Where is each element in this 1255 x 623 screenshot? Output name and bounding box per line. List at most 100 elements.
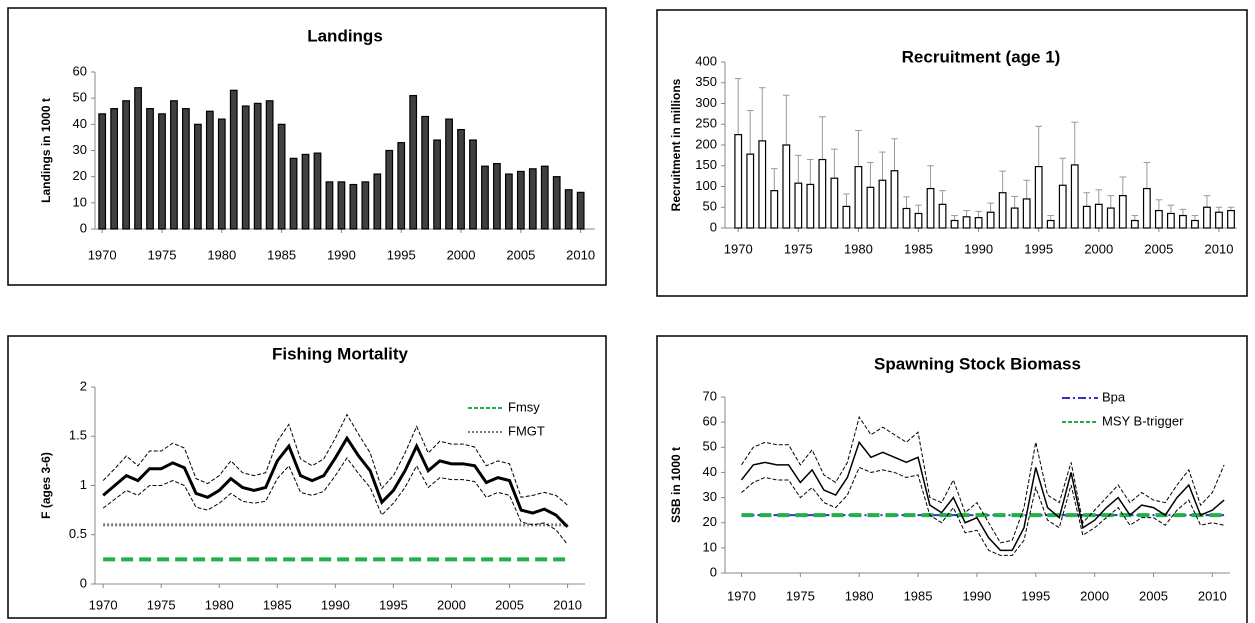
series-line	[740, 440, 1225, 552]
y-tick-label: 0.5	[69, 526, 87, 541]
bar	[770, 190, 779, 229]
x-tick-label: 1975	[147, 597, 176, 612]
x-tick-label: 2000	[1084, 241, 1113, 256]
bar	[938, 203, 947, 229]
bar	[493, 162, 501, 230]
y-tick-label: 50	[703, 439, 717, 454]
bar	[806, 183, 815, 229]
y-axis-label: Landings in 1000 t	[39, 98, 53, 203]
bar	[734, 134, 743, 229]
x-tick-label: 1970	[724, 241, 753, 256]
bar	[818, 158, 827, 229]
bar	[277, 123, 286, 230]
bar	[854, 165, 863, 229]
bar	[349, 183, 358, 230]
y-tick-label: 20	[703, 514, 717, 529]
chart-title: Recruitment (age 1)	[902, 47, 1061, 66]
bar	[481, 165, 489, 230]
x-tick-label: 1985	[904, 588, 933, 603]
y-tick-label: 400	[695, 53, 717, 68]
bar	[397, 142, 406, 230]
bar	[193, 123, 202, 230]
bar	[361, 181, 370, 230]
y-tick-label: 250	[695, 116, 717, 131]
bar	[914, 212, 923, 229]
x-tick-label: 1975	[786, 588, 815, 603]
y-tick-label: 30	[73, 142, 87, 157]
y-tick-label: 0	[80, 220, 87, 235]
y-tick-label: 1.5	[69, 428, 87, 443]
chart-title: Landings	[307, 26, 383, 45]
bar	[182, 108, 190, 230]
y-tick-label: 70	[703, 388, 717, 403]
bar	[1191, 219, 1199, 229]
x-tick-label: 1985	[263, 597, 292, 612]
bar	[842, 205, 851, 229]
bar	[445, 118, 453, 230]
bar	[926, 187, 935, 229]
bar	[337, 181, 346, 230]
bar	[528, 168, 537, 230]
bar	[1179, 214, 1187, 229]
x-tick-label: 2005	[495, 597, 524, 612]
x-tick-label: 1985	[904, 241, 933, 256]
bar	[325, 181, 334, 230]
panel-frame	[656, 335, 1248, 623]
y-axis-label: SSB in 1000 t	[669, 447, 683, 523]
y-tick-label: 300	[695, 95, 717, 110]
bar	[794, 182, 803, 229]
series-line	[741, 466, 1225, 556]
bar	[1058, 184, 1067, 229]
bar	[409, 94, 418, 230]
panel-frame	[7, 7, 607, 286]
bar	[217, 118, 226, 230]
x-tick-label: 1995	[1024, 241, 1053, 256]
bar	[146, 108, 154, 230]
bar	[890, 170, 899, 229]
y-tick-label: 60	[703, 414, 717, 429]
legend-label: Bpa	[1102, 389, 1126, 404]
x-tick-label: 1990	[321, 597, 350, 612]
y-tick-label: 1	[80, 477, 87, 492]
bar	[229, 89, 238, 230]
bar	[1106, 207, 1115, 229]
bar	[265, 100, 274, 230]
bar	[313, 152, 322, 230]
bar	[902, 207, 911, 229]
bar	[421, 115, 430, 230]
bar	[457, 128, 465, 230]
bar	[746, 153, 755, 229]
x-tick-label: 2010	[1198, 588, 1227, 603]
y-tick-label: 60	[73, 63, 87, 78]
bar	[986, 211, 995, 229]
bar	[110, 108, 119, 230]
x-tick-label: 1970	[727, 588, 756, 603]
bar	[134, 87, 142, 230]
x-tick-label: 2005	[1144, 241, 1173, 256]
y-tick-label: 0	[710, 564, 717, 579]
x-tick-label: 1995	[387, 247, 416, 262]
bar	[1022, 198, 1031, 229]
bar	[1203, 206, 1211, 229]
bar	[1046, 219, 1055, 229]
bar	[540, 165, 549, 230]
bar	[1094, 203, 1103, 229]
x-tick-label: 2010	[1205, 241, 1234, 256]
bar	[758, 140, 767, 229]
bar	[552, 176, 561, 230]
bar	[98, 113, 107, 230]
bar	[782, 144, 791, 229]
x-tick-label: 1995	[1021, 588, 1050, 603]
x-tick-label: 2010	[553, 597, 582, 612]
y-tick-label: 50	[703, 199, 717, 214]
bar	[564, 189, 573, 230]
bar	[122, 100, 130, 230]
x-tick-label: 1970	[88, 247, 117, 262]
bar	[998, 192, 1007, 229]
y-tick-label: 40	[703, 464, 717, 479]
bar	[1070, 164, 1079, 229]
bar	[301, 153, 310, 230]
y-tick-label: 2	[80, 378, 87, 393]
x-tick-label: 1970	[89, 597, 118, 612]
